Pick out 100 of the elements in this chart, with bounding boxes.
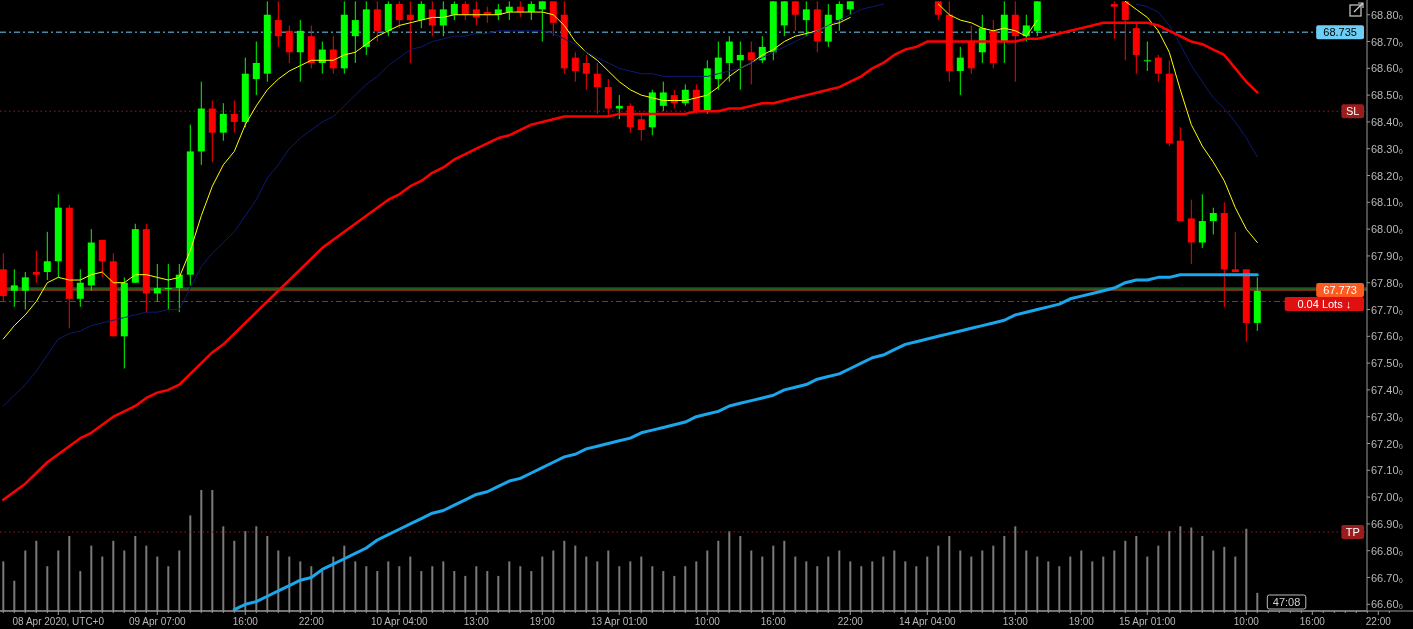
bar xyxy=(1256,592,1259,611)
bar xyxy=(981,550,984,611)
bar xyxy=(277,550,280,611)
candlestick xyxy=(747,41,755,85)
x-tick-label: 10:00 xyxy=(694,615,721,627)
bar xyxy=(618,566,621,611)
bar xyxy=(1168,531,1171,611)
bar xyxy=(134,535,137,611)
ref-line-label: 68.735 xyxy=(1323,26,1357,39)
x-tick-label: 16:00 xyxy=(232,615,259,627)
y-tick-label: 66.90₀ xyxy=(1371,517,1404,530)
bar xyxy=(893,550,896,611)
y-tick-label: 67.70₀ xyxy=(1371,303,1404,316)
bar xyxy=(871,561,874,611)
bar xyxy=(156,556,159,611)
candlestick xyxy=(571,51,579,83)
bar xyxy=(1212,550,1215,611)
bar xyxy=(519,566,522,611)
bar xyxy=(13,580,16,611)
y-tick-label: 67.00₀ xyxy=(1371,491,1404,504)
candlestick xyxy=(274,0,282,48)
bar xyxy=(1080,550,1083,611)
candlestick xyxy=(736,41,744,91)
bar xyxy=(321,571,324,611)
candlestick xyxy=(153,263,161,302)
y-tick-label: 66.80₀ xyxy=(1371,544,1404,557)
bar xyxy=(574,545,577,611)
candlestick xyxy=(1154,54,1162,83)
candlestick xyxy=(835,0,843,32)
x-tick-label: 19:00 xyxy=(529,615,556,627)
ref-line-label: TP xyxy=(1345,525,1360,538)
candlestick xyxy=(219,102,227,142)
x-tick-label: 19:00 xyxy=(1068,615,1095,627)
bar xyxy=(662,571,665,611)
bar xyxy=(1069,556,1072,611)
bar xyxy=(244,531,247,611)
bar xyxy=(1179,526,1182,611)
ref-line-label: SL xyxy=(1345,105,1360,118)
y-tick-label: 68.10₀ xyxy=(1371,196,1404,209)
candlestick xyxy=(285,24,293,64)
bar xyxy=(717,540,720,611)
x-tick-label: 15 Apr 01:00 xyxy=(1118,615,1177,627)
candlestick xyxy=(637,113,645,142)
bar xyxy=(464,575,467,611)
x-tick-label: 08 Apr 2020, UTC+0 xyxy=(12,615,105,627)
candlestick xyxy=(98,239,106,278)
bar xyxy=(827,556,830,611)
y-tick-label: 67.20₀ xyxy=(1371,437,1404,450)
bar xyxy=(596,561,599,611)
bar xyxy=(882,556,885,611)
bar xyxy=(453,571,456,611)
bar xyxy=(750,550,753,611)
bar xyxy=(354,561,357,611)
ref-line-label: 0.04 Lots ↓ xyxy=(1297,297,1352,310)
bar xyxy=(992,545,995,611)
candlestick xyxy=(417,0,425,29)
bar xyxy=(1003,535,1006,611)
candlestick xyxy=(164,263,172,311)
bar xyxy=(167,566,170,611)
bar xyxy=(189,515,192,611)
x-tick-label: 13:00 xyxy=(463,615,490,627)
bar xyxy=(794,556,797,611)
bar xyxy=(1102,556,1105,611)
y-tick-label: 68.80₀ xyxy=(1371,8,1404,21)
y-tick-label: 68.00₀ xyxy=(1371,223,1404,236)
x-tick-label: 22:00 xyxy=(1365,615,1392,627)
bar xyxy=(288,556,291,611)
bar xyxy=(1223,546,1226,611)
bar xyxy=(200,490,203,611)
bar xyxy=(1113,550,1116,611)
bar xyxy=(1025,550,1028,611)
bar xyxy=(222,526,225,611)
bar xyxy=(838,550,841,611)
candlestick xyxy=(582,54,590,91)
y-tick-label: 67.50₀ xyxy=(1371,357,1404,370)
candlestick xyxy=(406,0,414,64)
bar xyxy=(233,540,236,611)
candlestick xyxy=(32,250,40,284)
bar xyxy=(706,550,709,611)
x-tick-label: 16:00 xyxy=(760,615,787,627)
bar xyxy=(563,540,566,611)
candlestick xyxy=(791,0,799,32)
bar xyxy=(926,556,929,611)
bar xyxy=(1190,527,1193,611)
bar xyxy=(90,545,93,611)
candlestick xyxy=(76,268,84,308)
y-tick-label: 66.70₀ xyxy=(1371,571,1404,584)
bar xyxy=(57,550,60,611)
bar xyxy=(849,561,852,611)
bar xyxy=(684,566,687,611)
candlestick xyxy=(549,0,557,37)
candlestick xyxy=(395,0,403,29)
bar xyxy=(959,550,962,611)
y-tick-label: 67.90₀ xyxy=(1371,249,1404,262)
x-tick-label: 09 Apr 07:00 xyxy=(128,615,187,627)
bar xyxy=(651,566,654,611)
bar xyxy=(915,566,918,611)
candlestick xyxy=(802,0,810,37)
bar xyxy=(640,556,643,611)
bar xyxy=(1201,535,1204,611)
